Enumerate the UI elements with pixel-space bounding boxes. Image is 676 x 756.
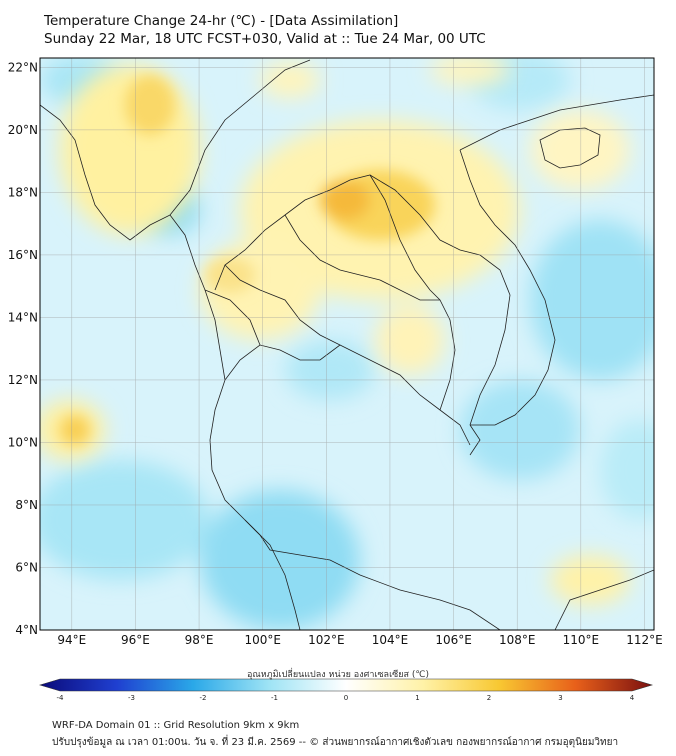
lat-label: 16°N — [8, 248, 38, 262]
map-border — [39, 57, 655, 631]
lat-label: 14°N — [8, 310, 38, 324]
colorbar-tick-label: -2 — [200, 694, 207, 702]
colorbar-gradient — [38, 678, 654, 692]
latitude-labels: 22°N 20°N 18°N 16°N 14°N 12°N 10°N 8°N 6°N 4°N — [8, 60, 38, 637]
colorbar-ticks: -4 -3 -2 -1 0 1 2 3 4 — [57, 694, 635, 702]
lon-label: 110°E — [563, 633, 600, 647]
map-title: Temperature Change 24-hr (℃) - [Data Ass… — [44, 12, 486, 48]
lon-label: 112°E — [626, 633, 663, 647]
colorbar-tick-label: -3 — [128, 694, 135, 702]
longitude-labels: 94°E 96°E 98°E 100°E 102°E 104°E 106°E 108°E 110… — [57, 633, 662, 647]
lat-label: 18°N — [8, 185, 38, 199]
colorbar-tick-label: 3 — [558, 694, 562, 702]
colorbar-tick-label: 0 — [344, 694, 348, 702]
lat-label: 20°N — [8, 123, 38, 137]
footer-line-1: WRF-DA Domain 01 :: Grid Resolution 9km … — [52, 720, 300, 731]
colorbar: -4 -3 -2 -1 0 1 2 3 4 — [38, 678, 654, 702]
lon-label: 98°E — [185, 633, 214, 647]
colorbar-tick-label: 1 — [415, 694, 419, 702]
colorbar-tick-label: 4 — [630, 694, 635, 702]
lat-label: 8°N — [15, 498, 38, 512]
lon-label: 104°E — [372, 633, 409, 647]
title-line-2: Sunday 22 Mar, 18 UTC FCST+030, Valid at… — [44, 31, 486, 47]
lat-label: 22°N — [8, 60, 38, 74]
colorbar-tick-label: -4 — [57, 694, 65, 702]
lon-label: 108°E — [499, 633, 536, 647]
colorbar-tick-label: 2 — [487, 694, 491, 702]
lat-label: 12°N — [8, 373, 38, 387]
coastline-borders — [40, 59, 654, 630]
lat-label: 4°N — [15, 623, 38, 637]
lon-label: 100°E — [244, 633, 281, 647]
footer-line-2: ปรับปรุงข้อมูล ณ เวลา 01:00น. วัน จ. ที่… — [52, 737, 619, 748]
temperature-field — [40, 58, 654, 630]
colorbar-label: อุณหภูมิเปลี่ยนแปลง หน่วย องศาเซลเซียส (… — [246, 670, 430, 680]
lon-label: 94°E — [57, 633, 86, 647]
lon-label: 102°E — [308, 633, 345, 647]
lon-label: 96°E — [121, 633, 150, 647]
lon-label: 106°E — [435, 633, 472, 647]
colorbar-tick-label: -1 — [271, 694, 278, 702]
title-line-1: Temperature Change 24-hr (℃) - [Data Ass… — [44, 13, 399, 29]
graticule — [40, 58, 654, 631]
lat-label: 10°N — [8, 435, 38, 449]
lat-label: 6°N — [15, 560, 38, 574]
